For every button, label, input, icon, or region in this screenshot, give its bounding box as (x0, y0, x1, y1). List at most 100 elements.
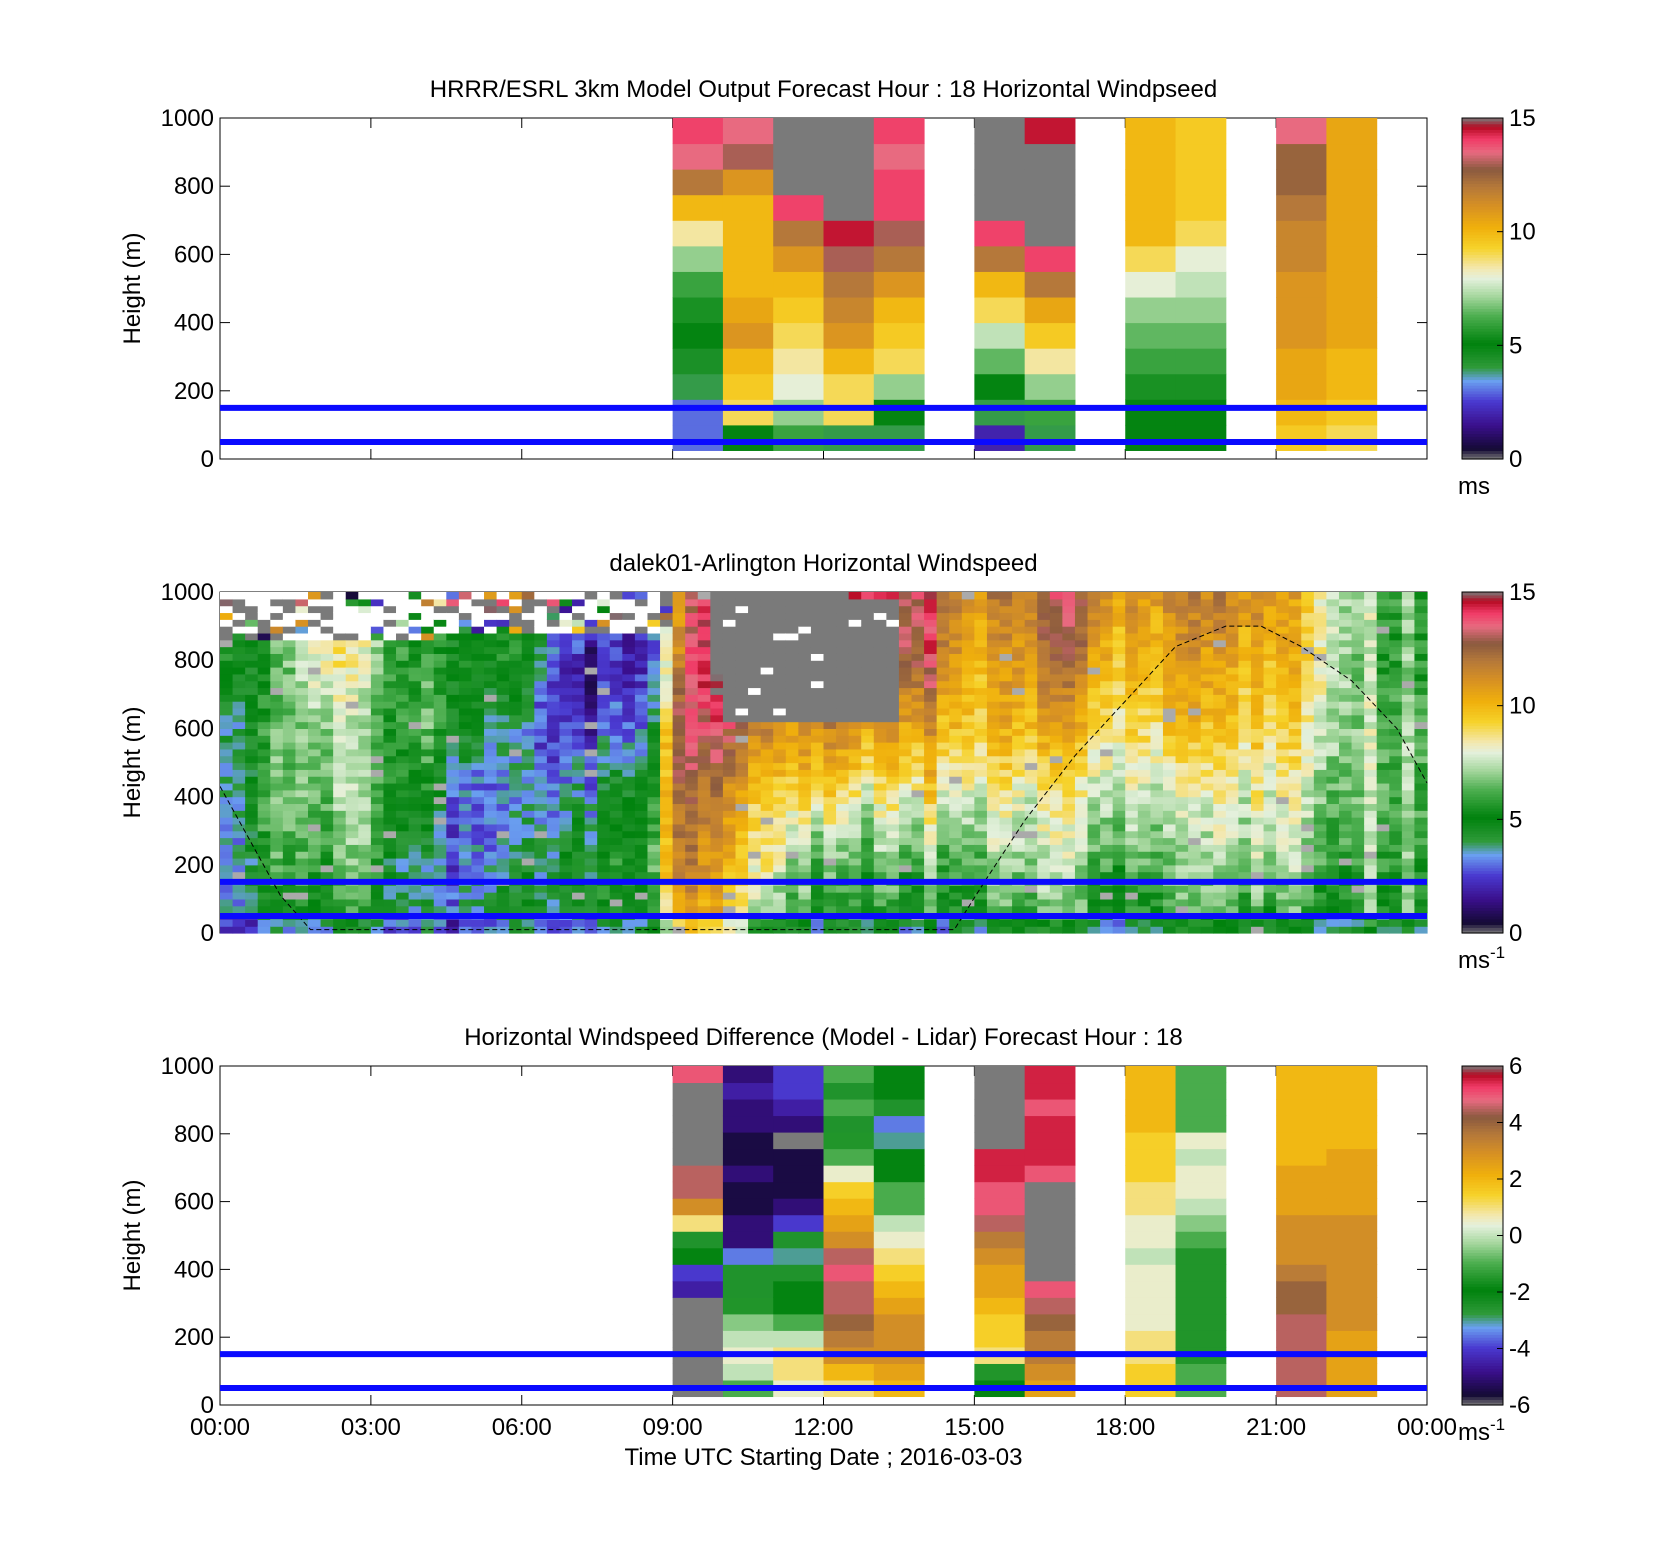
colorbar-segment (1462, 186, 1503, 190)
heatmap-cell (282, 803, 297, 811)
heatmap-cell (446, 592, 460, 600)
heatmap-cell (1313, 926, 1328, 934)
heatmap-cell (408, 701, 422, 709)
heatmap-cell (886, 605, 900, 614)
heatmap-cell (245, 837, 259, 845)
heatmap-cell (1062, 742, 1076, 750)
heatmap-cell (685, 892, 699, 900)
heatmap-cell (898, 742, 913, 750)
heatmap-cell (735, 851, 749, 859)
heatmap-cell (546, 646, 561, 654)
y-tick-label: 600 (174, 715, 214, 742)
heatmap-cell (798, 605, 812, 614)
heatmap-cell (1213, 619, 1227, 627)
heatmap-cell (509, 776, 523, 784)
heatmap-cell (220, 653, 234, 661)
heatmap-cell (1276, 803, 1290, 811)
heatmap-cell (848, 871, 862, 880)
heatmap-cell (446, 762, 460, 770)
heatmap-cell (1175, 297, 1227, 324)
heatmap-cell (1364, 851, 1378, 859)
heatmap-cell (421, 926, 435, 934)
heatmap-cell (345, 673, 359, 682)
heatmap-cell (1087, 701, 1101, 709)
heatmap-cell (823, 728, 837, 736)
heatmap-cell (1301, 810, 1315, 818)
heatmap-cell (559, 769, 573, 777)
heatmap-cell (1037, 592, 1051, 600)
heatmap-cell (1213, 837, 1227, 845)
heatmap-cell (333, 653, 347, 661)
y-tick-label: 600 (174, 241, 214, 268)
heatmap-cell (1301, 857, 1315, 866)
heatmap-cell (1150, 837, 1164, 845)
heatmap-cell (773, 598, 787, 607)
heatmap-cell (898, 769, 913, 777)
heatmap-cell (282, 619, 297, 627)
heatmap-cell (597, 653, 611, 661)
heatmap-cell (471, 673, 485, 682)
heatmap-cell (1213, 926, 1227, 934)
heatmap-cell (974, 612, 988, 620)
heatmap-cell (785, 762, 799, 770)
heatmap-cell (521, 776, 535, 784)
heatmap-cell (308, 667, 322, 675)
heatmap-cell (572, 639, 586, 648)
heatmap-cell (735, 667, 749, 675)
heatmap-cell (1037, 762, 1051, 770)
heatmap-cell (358, 796, 372, 805)
heatmap-cell (836, 721, 850, 729)
heatmap-cell (584, 755, 598, 764)
heatmap-cell (710, 694, 724, 702)
heatmap-cell (848, 626, 862, 634)
heatmap-cell (1175, 687, 1189, 695)
heatmap-cell (383, 632, 397, 641)
heatmap-cell (1087, 857, 1101, 866)
heatmap-cell (660, 728, 674, 736)
colorbar-tick-label: 0 (1509, 446, 1522, 473)
heatmap-cell (370, 742, 385, 750)
heatmap-cell (785, 728, 799, 736)
heatmap-cell (270, 728, 284, 736)
heatmap-cell (333, 837, 347, 845)
heatmap-cell (773, 905, 787, 914)
heatmap-cell (722, 755, 737, 764)
heatmap-cell (1188, 864, 1202, 873)
heatmap-cell (1024, 605, 1038, 614)
heatmap-cell (295, 857, 309, 866)
heatmap-cell (257, 810, 271, 818)
heatmap-cell (421, 748, 435, 757)
heatmap-cell (1087, 803, 1101, 811)
heatmap-cell (1049, 646, 1063, 654)
heatmap-cell (546, 851, 561, 859)
heatmap-cell (1276, 322, 1327, 349)
heatmap-cell (1250, 742, 1265, 750)
heatmap-cell (722, 598, 737, 607)
heatmap-cell (1301, 885, 1315, 893)
heatmap-cell (1326, 864, 1340, 873)
heatmap-cell (961, 667, 975, 675)
colorbar-segment (1462, 336, 1503, 341)
heatmap-cell (634, 673, 649, 682)
heatmap-cell (496, 646, 510, 654)
heatmap-cell (1250, 864, 1265, 873)
heatmap-cell (446, 898, 460, 907)
heatmap-cell (1037, 660, 1051, 668)
heatmap-cell (710, 885, 724, 893)
heatmap-cell (634, 605, 649, 614)
heatmap-cell (232, 660, 246, 668)
heatmap-cell (1313, 892, 1328, 900)
heatmap-cell (986, 653, 1001, 661)
heatmap-cell (1049, 817, 1063, 825)
heatmap-cell (383, 871, 397, 880)
heatmap-cell (1150, 680, 1164, 689)
heatmap-cell (1137, 646, 1151, 654)
heatmap-cell (320, 789, 334, 798)
heatmap-cell (433, 714, 447, 723)
heatmap-cell (785, 864, 799, 873)
heatmap-cell (509, 612, 523, 620)
colorbar-frame (1461, 117, 1504, 460)
heatmap-cell (257, 905, 271, 914)
heatmap-cell (1200, 639, 1214, 648)
heatmap-cell (810, 619, 825, 627)
